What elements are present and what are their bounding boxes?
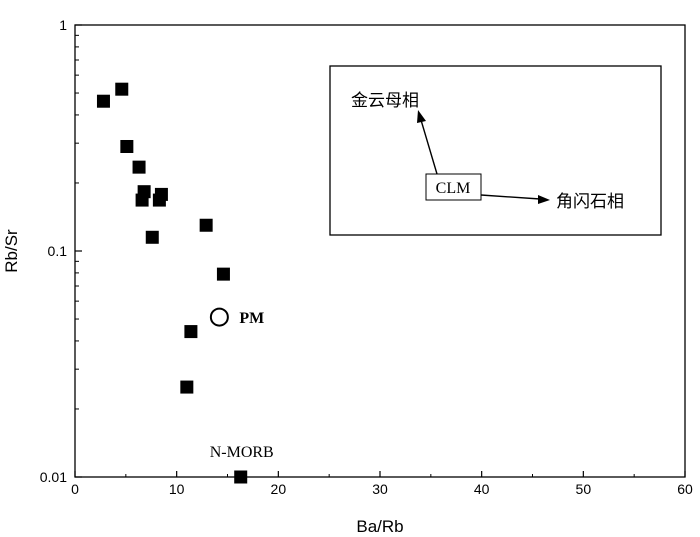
pm-marker bbox=[209, 307, 229, 327]
y-axis-ticks: 1 0.1 0.01 bbox=[40, 17, 82, 485]
data-point bbox=[184, 325, 198, 339]
data-point bbox=[154, 187, 168, 201]
arrow-right-head bbox=[538, 195, 550, 204]
x-tick-label: 50 bbox=[576, 481, 592, 497]
x-tick-label: 10 bbox=[169, 481, 185, 497]
arrow-up-line bbox=[420, 119, 438, 175]
data-point bbox=[132, 160, 146, 174]
data-point bbox=[115, 82, 129, 96]
y-tick-label: 0.01 bbox=[40, 469, 67, 485]
data-point bbox=[216, 267, 230, 281]
x-tick-label: 40 bbox=[474, 481, 490, 497]
x-axis-ticks: 0 10 20 30 40 50 60 bbox=[71, 471, 693, 497]
data-point bbox=[120, 139, 134, 153]
data-point bbox=[234, 470, 248, 484]
x-tick-label: 30 bbox=[372, 481, 388, 497]
data-point bbox=[137, 185, 151, 199]
x-tick-label: 20 bbox=[271, 481, 287, 497]
y-tick-label: 0.1 bbox=[48, 243, 68, 259]
pm-label: PM bbox=[239, 310, 264, 327]
inset-frame bbox=[329, 65, 662, 236]
inset-box: 金云母相 CLM 角闪石相 bbox=[329, 65, 662, 236]
arrow-right-line bbox=[480, 194, 541, 200]
y-tick-label: 1 bbox=[59, 17, 67, 33]
x-tick-label: 60 bbox=[677, 481, 693, 497]
arrow-up-head bbox=[417, 110, 426, 123]
inset-arrow-right-label: 角闪石相 bbox=[556, 192, 624, 212]
inset-arrow-up-label: 金云母相 bbox=[351, 91, 419, 111]
data-point bbox=[199, 218, 213, 232]
data-point bbox=[96, 94, 110, 108]
x-axis-label: Ba/Rb bbox=[356, 517, 403, 536]
x-tick-label: 0 bbox=[71, 481, 79, 497]
nmorb-label: N-MORB bbox=[210, 444, 274, 461]
data-points bbox=[96, 82, 248, 484]
data-point bbox=[180, 380, 194, 394]
clm-label: CLM bbox=[436, 180, 471, 197]
clm-box bbox=[425, 173, 482, 201]
y-axis-label: Rb/Sr bbox=[2, 229, 21, 273]
data-point bbox=[145, 230, 159, 244]
